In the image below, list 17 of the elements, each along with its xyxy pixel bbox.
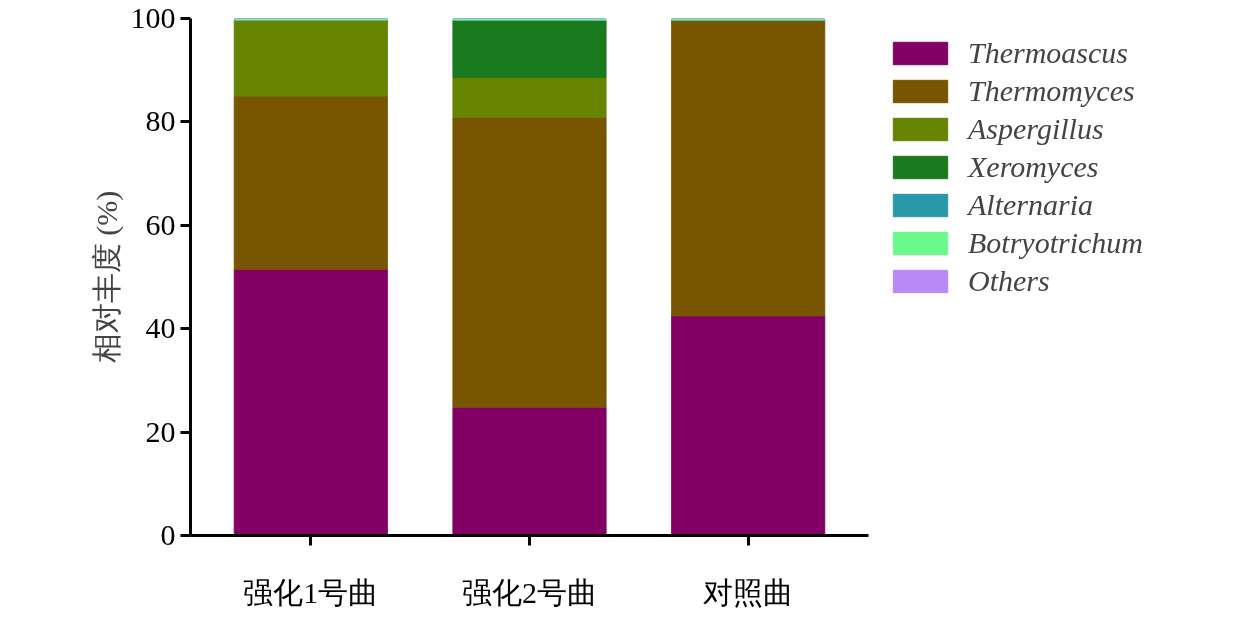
legend-label: Thermoascus: [968, 36, 1129, 70]
y-axis-title: 相对丰度 (%): [89, 190, 124, 364]
legend-label: Thermomyces: [968, 74, 1135, 108]
legend-label: Others: [968, 264, 1050, 298]
y-tick-label: 40: [145, 311, 176, 345]
legend-label: Alternaria: [968, 188, 1093, 222]
x-tick-label: 强化1号曲: [243, 575, 379, 609]
legend-label: Xeromyces: [968, 150, 1099, 184]
y-tick-label: 60: [145, 207, 176, 241]
y-tick-label: 0: [160, 518, 176, 551]
x-tick-label: 对照曲: [703, 575, 794, 609]
legend-label: Aspergillus: [968, 112, 1104, 146]
y-tick-label: 100: [130, 1, 176, 34]
y-tick-label: 20: [145, 414, 176, 448]
legend-label: Botryotrichum: [968, 226, 1143, 260]
y-tick-label: 80: [145, 104, 176, 138]
x-tick-label: 强化2号曲: [462, 575, 597, 609]
